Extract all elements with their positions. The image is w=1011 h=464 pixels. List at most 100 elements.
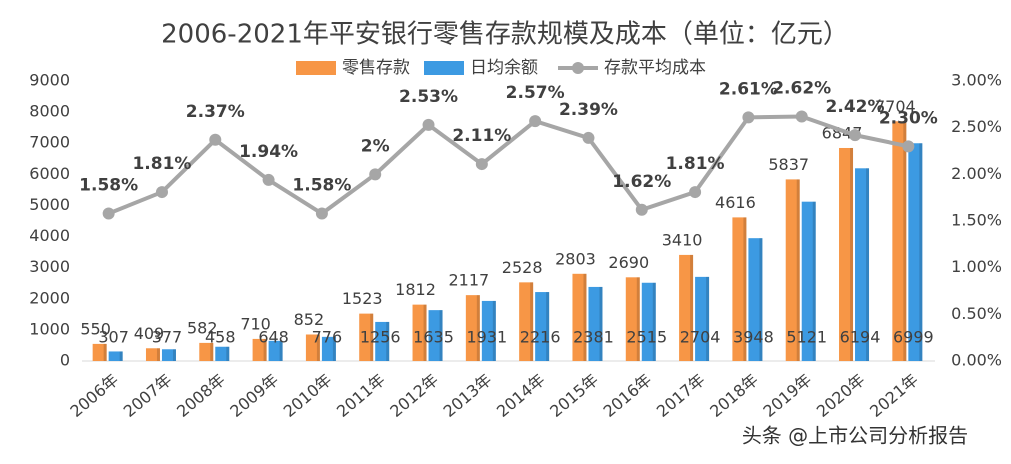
y2-tick-label: 2.00% <box>951 164 1002 183</box>
bar <box>268 340 283 361</box>
bar <box>359 313 374 361</box>
watermark: 头条 @上市公司分析报告 <box>742 424 968 448</box>
bar <box>215 346 230 361</box>
bar-side <box>119 351 123 361</box>
value-label: 550 <box>80 319 111 338</box>
bar-side <box>850 147 854 361</box>
bar-side <box>386 321 390 361</box>
value-label: 1635 <box>413 328 454 347</box>
y2-tick-label: 3.00% <box>951 71 1002 90</box>
point-label: 2.53% <box>399 87 458 107</box>
bar-side <box>423 304 427 361</box>
bar-side <box>103 343 107 361</box>
bar-side <box>583 273 587 361</box>
y-tick-label: 5000 <box>29 195 70 214</box>
bar-side <box>743 217 747 361</box>
point <box>475 158 488 171</box>
bar <box>892 121 907 361</box>
y-tick-label: 3000 <box>29 257 70 276</box>
point-label: 2% <box>361 136 390 156</box>
bar <box>199 342 214 361</box>
point <box>262 173 275 186</box>
point <box>795 110 808 123</box>
point <box>582 131 595 144</box>
bar <box>732 217 747 361</box>
bar <box>801 201 816 361</box>
value-label: 1931 <box>466 328 507 347</box>
bar <box>535 292 550 361</box>
point-label: 2.61% <box>719 79 778 99</box>
chart-title: 2006-2021年平安银行零售存款规模及成本（单位：亿元） <box>161 20 849 50</box>
y2-tick-label: 0.00% <box>951 351 1002 370</box>
bar-side <box>652 282 656 361</box>
point-label: 2.62% <box>772 78 831 98</box>
bar-side <box>812 201 816 361</box>
bar <box>321 336 336 361</box>
x-tick-label: 2007年 <box>120 370 176 421</box>
value-label: 458 <box>205 328 236 347</box>
bar <box>412 304 427 361</box>
value-label: 582 <box>187 318 218 337</box>
point-label: 1.81% <box>132 154 191 174</box>
x-tick-label: 2008年 <box>173 370 229 421</box>
bar-side <box>172 349 176 361</box>
bar-side <box>263 338 267 361</box>
x-tick-label: 2011年 <box>333 370 389 421</box>
point <box>155 186 168 199</box>
value-label: 1523 <box>342 289 383 308</box>
bar <box>161 349 176 361</box>
point <box>209 133 222 146</box>
point <box>742 111 755 124</box>
x-tick-label: 2009年 <box>226 370 282 421</box>
point <box>369 168 382 181</box>
bar-side <box>156 348 160 361</box>
y2-tick-label: 2.50% <box>951 117 1002 136</box>
point-label: 1.94% <box>239 142 298 162</box>
point <box>529 115 542 128</box>
value-label: 2117 <box>448 271 489 290</box>
legend-swatch <box>424 61 464 75</box>
point <box>422 118 435 131</box>
x-tick-label: 2021年 <box>866 370 922 421</box>
bar <box>695 276 710 361</box>
y-tick-label: 8000 <box>29 102 70 121</box>
bar <box>855 168 870 361</box>
legend-label: 存款平均成本 <box>604 58 706 78</box>
bar <box>92 343 107 361</box>
y-tick-label: 7000 <box>29 133 70 152</box>
bar-side <box>866 168 870 361</box>
bar <box>679 254 694 361</box>
point-label: 2.30% <box>879 108 938 128</box>
point-label: 1.58% <box>79 176 138 196</box>
x-tick-label: 2010年 <box>280 370 336 421</box>
bar-side <box>316 334 320 361</box>
value-label: 307 <box>98 328 129 347</box>
y-tick-label: 0 <box>60 351 70 370</box>
value-label: 710 <box>240 314 271 333</box>
bar-side <box>279 340 283 361</box>
value-label: 852 <box>294 310 325 329</box>
bar <box>465 295 480 361</box>
value-label: 1812 <box>395 280 436 299</box>
value-label: 7704 <box>875 97 916 116</box>
bar <box>572 273 587 361</box>
point <box>902 140 915 153</box>
value-label: 3410 <box>662 230 703 249</box>
bar <box>908 143 923 361</box>
bar-side <box>370 313 374 361</box>
value-label: 5837 <box>768 155 809 174</box>
bar <box>375 321 390 361</box>
value-label: 4616 <box>715 193 756 212</box>
bar <box>839 147 854 361</box>
x-tick-label: 2015年 <box>546 370 602 421</box>
value-label: 776 <box>312 328 343 347</box>
bar-side <box>636 277 640 361</box>
bar <box>785 179 800 361</box>
value-label: 2704 <box>680 328 721 347</box>
point-label: 2.39% <box>559 100 618 120</box>
y2-tick-label: 1.50% <box>951 211 1002 230</box>
point <box>689 186 702 199</box>
bar-side <box>690 254 694 361</box>
value-label: 5121 <box>786 328 827 347</box>
